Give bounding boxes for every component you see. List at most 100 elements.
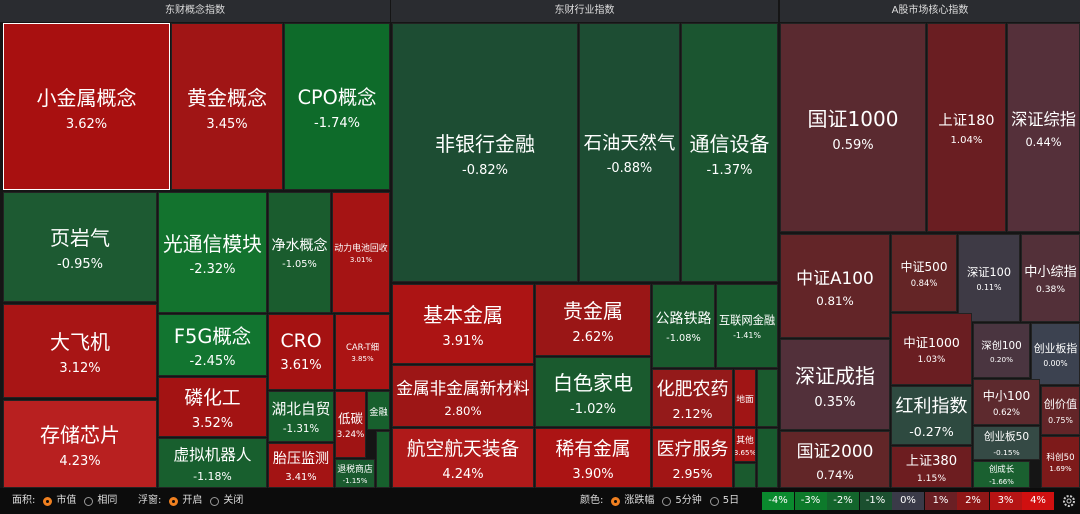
tile[interactable]: 红利指数 -0.27% <box>891 386 972 445</box>
tile-change: 0.59% <box>832 137 874 153</box>
tile-change: 2.12% <box>672 406 713 422</box>
panel-title: A股市场核心指数 <box>780 0 1080 22</box>
tile[interactable]: 白色家电 -1.02% <box>535 357 651 427</box>
tile[interactable]: 创业板指 0.00% <box>1031 323 1080 385</box>
tile[interactable]: 净水概念 -1.05% <box>268 192 331 313</box>
tile[interactable]: 光通信模块 -2.32% <box>158 192 267 313</box>
tile[interactable]: 中证1000 1.03% <box>891 313 972 385</box>
tile-name: 非银行金融 <box>435 131 535 156</box>
option-group: 面积: 市值 相同 <box>12 488 117 514</box>
tile[interactable]: 虚拟机器人 -1.18% <box>158 438 267 488</box>
tile[interactable]: 国证1000 0.59% <box>780 23 926 232</box>
tile-name: 净水概念 <box>271 237 328 254</box>
tile-change: -0.82% <box>462 162 508 178</box>
tile[interactable]: 其他 3.65% <box>734 428 756 462</box>
tile[interactable]: 地面 <box>734 369 756 427</box>
panel-title: 东财概念指数 <box>0 0 390 22</box>
tile[interactable]: 低碳 3.24% <box>335 391 366 458</box>
tile[interactable]: CAR-T细 3.85% <box>335 314 390 390</box>
tile[interactable]: 中小100 0.62% <box>973 379 1040 425</box>
tile[interactable]: 化肥农药 2.12% <box>652 369 733 427</box>
radio-button[interactable] <box>43 496 53 506</box>
tile[interactable]: 创业板50 -0.15% <box>973 426 1040 460</box>
tile-name: 国证2000 <box>796 441 874 462</box>
tile[interactable]: 金融 <box>367 391 390 430</box>
tile[interactable]: 磷化工 3.52% <box>158 377 267 437</box>
tile[interactable]: 非银行金融 -0.82% <box>392 23 578 282</box>
tile[interactable]: 动力电池回收 3.01% <box>332 192 390 313</box>
tile[interactable]: 科创50 1.69% <box>1041 436 1080 488</box>
tile[interactable]: CPO概念 -1.74% <box>284 23 390 190</box>
tile[interactable]: 医疗服务 2.95% <box>652 428 733 488</box>
tile-name: 深证成指 <box>795 363 875 388</box>
tile[interactable]: 胎压监测 3.41% <box>268 443 334 488</box>
tile-change: 3.61% <box>280 357 322 373</box>
tile-change: 0.75% <box>1048 415 1073 425</box>
legend-swatch: 2% <box>957 492 989 510</box>
legend-swatch: 0% <box>892 492 924 510</box>
option-label: 浮窗: <box>138 495 162 506</box>
tile[interactable]: 深证综指 0.44% <box>1007 23 1080 232</box>
tile[interactable]: 湖北自贸 -1.31% <box>268 391 334 442</box>
tile[interactable]: 中证A100 0.81% <box>780 234 890 338</box>
tile[interactable]: 深创100 0.20% <box>973 323 1030 378</box>
tile-name: 化肥农药 <box>656 378 729 400</box>
tile[interactable]: 石油天然气 -0.88% <box>579 23 680 282</box>
tile-change: -0.27% <box>909 423 954 439</box>
tile[interactable]: 上证380 1.15% <box>891 446 972 488</box>
radio-button[interactable] <box>84 496 94 506</box>
tile[interactable]: 中证500 0.84% <box>891 234 957 312</box>
tile-change: 3.45% <box>206 116 248 132</box>
radio-label: 相同 <box>97 495 118 506</box>
tile[interactable]: 上证180 1.04% <box>927 23 1006 232</box>
tile-change: 0.81% <box>816 294 854 309</box>
radio-label: 5日 <box>722 495 740 506</box>
tile[interactable]: 退税商店 -1.15% <box>335 459 375 488</box>
tile[interactable]: 存储芯片 4.23% <box>3 400 157 488</box>
radio-button[interactable] <box>169 496 179 506</box>
tile-name: 深证综指 <box>1011 110 1076 130</box>
tile-name: CPO概念 <box>297 86 377 110</box>
tile-change: -1.08% <box>666 332 701 344</box>
tile-change: 2.62% <box>572 330 614 345</box>
tile[interactable]: 创成长 -1.66% <box>973 461 1030 488</box>
tile-change: 0.35% <box>814 394 856 410</box>
tile-name: 存储芯片 <box>40 423 120 447</box>
tile-name: 国证1000 <box>807 106 899 131</box>
tile[interactable]: 金属非金属新材料 2.80% <box>392 365 534 427</box>
tile[interactable]: 国证2000 0.74% <box>780 431 890 488</box>
tile-name: 创成长 <box>988 464 1015 475</box>
radio-button[interactable] <box>210 496 220 506</box>
tile[interactable]: 深证成指 0.35% <box>780 339 890 430</box>
tile[interactable]: 黄金概念 3.45% <box>171 23 283 190</box>
tile-name: F5G概念 <box>173 324 252 348</box>
tile[interactable]: 小金属概念 3.62% <box>3 23 170 190</box>
tile[interactable]: 稀有金属 3.90% <box>535 428 651 488</box>
tile[interactable]: 大飞机 3.12% <box>3 304 157 398</box>
radio-button[interactable] <box>662 496 672 506</box>
tile[interactable]: 页岩气 -0.95% <box>3 192 157 302</box>
tile-name: 创价值 <box>1043 398 1078 412</box>
tile[interactable]: 基本金属 3.91% <box>392 284 534 364</box>
radio-label: 市值 <box>56 495 77 506</box>
tile-name: 中证500 <box>900 259 948 274</box>
tile[interactable]: 公路铁路 -1.08% <box>652 284 715 368</box>
tile[interactable]: 互联网金融 -1.41% <box>716 284 778 368</box>
tile[interactable]: CRO 3.61% <box>268 314 334 390</box>
settings-button[interactable] <box>1062 488 1076 514</box>
tile-change: -1.02% <box>570 402 616 417</box>
radio-button[interactable] <box>611 496 621 506</box>
radio-button[interactable] <box>709 496 719 506</box>
tile[interactable]: 通信设备 -1.37% <box>681 23 778 282</box>
option-group: 浮窗: 开启 关闭 <box>138 488 243 514</box>
tile-name: 虚拟机器人 <box>173 446 252 465</box>
tile[interactable]: 贵金属 2.62% <box>535 284 651 356</box>
tile[interactable]: F5G概念 -2.45% <box>158 314 267 376</box>
tile-name: 深创100 <box>981 339 1022 352</box>
tile-name: 红利指数 <box>895 396 968 418</box>
gear-icon[interactable] <box>1062 494 1076 508</box>
tile[interactable]: 航空航天装备 4.24% <box>392 428 534 488</box>
tile[interactable]: 深证100 0.11% <box>958 234 1020 322</box>
tile[interactable]: 创价值 0.75% <box>1041 386 1080 435</box>
tile[interactable]: 中小综指 0.38% <box>1021 234 1080 322</box>
